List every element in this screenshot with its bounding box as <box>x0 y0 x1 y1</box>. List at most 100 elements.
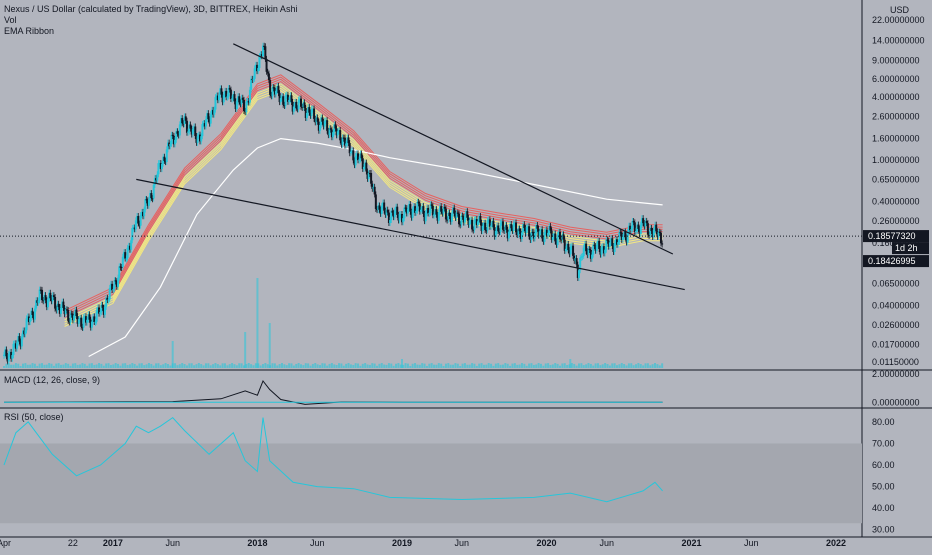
candle-body <box>300 98 303 107</box>
candle-body <box>83 316 86 318</box>
volume-bar <box>314 363 317 368</box>
candle-body <box>466 211 469 218</box>
volume-bar <box>566 365 569 368</box>
candle-body <box>374 194 377 209</box>
candle-body <box>481 225 484 232</box>
candle-body <box>561 234 564 240</box>
volume-bar <box>428 363 431 368</box>
volume-bar <box>244 332 247 368</box>
candle-body <box>291 101 294 112</box>
candle-body <box>592 244 595 255</box>
candle-body <box>324 120 327 122</box>
candle-body <box>163 156 166 161</box>
volume-bar <box>221 363 224 368</box>
volume-bar <box>119 365 122 368</box>
volume-bar <box>71 363 74 368</box>
candle-body <box>69 313 72 323</box>
candle-body <box>341 137 344 145</box>
candle-body <box>33 308 36 320</box>
candle-body <box>616 239 619 245</box>
candle-body <box>199 134 202 142</box>
volume-bar <box>169 365 172 368</box>
candle-body <box>469 219 472 221</box>
candle-body <box>18 336 21 342</box>
candle-body <box>151 198 154 200</box>
candle-body <box>8 351 11 355</box>
trendline <box>233 43 674 255</box>
candle-body <box>573 255 576 261</box>
candle-body <box>518 228 521 232</box>
rsi-pane-label[interactable]: RSI (50, close) <box>4 412 64 422</box>
volume-bar <box>138 363 141 368</box>
volume-bar <box>442 365 445 368</box>
volume-bar <box>604 363 607 368</box>
price-tick-label: 14.00000000 <box>872 35 925 45</box>
volume-bar <box>164 363 167 368</box>
candle-body <box>349 151 352 154</box>
vol-indicator-label[interactable]: Vol <box>4 15 17 25</box>
candle-body <box>415 210 418 213</box>
candle-body <box>640 218 643 225</box>
volume-bar <box>482 364 485 368</box>
volume-bar <box>290 363 293 368</box>
candle-body <box>46 299 49 308</box>
candle-body <box>631 221 634 230</box>
candle-body <box>280 96 283 99</box>
candle-body <box>238 96 241 103</box>
candle-body <box>485 230 488 232</box>
candle-body <box>549 225 552 231</box>
candle-body <box>105 297 108 307</box>
candle-body <box>138 223 141 226</box>
candle-body <box>414 206 417 213</box>
candle-body <box>282 96 285 105</box>
volume-bar <box>364 363 367 368</box>
price-tick-label: 0.01150000 <box>872 357 919 367</box>
candle-body <box>366 171 369 179</box>
candle-body <box>354 155 357 166</box>
candle-body <box>335 128 338 136</box>
candle-body <box>60 307 63 314</box>
candle-body <box>204 119 207 127</box>
volume-bar <box>357 363 360 368</box>
candle-body <box>178 124 181 136</box>
candle-body <box>219 88 222 95</box>
time-tick-label: 2019 <box>392 538 412 548</box>
macd-pane-label[interactable]: MACD (12, 26, close, 9) <box>4 375 101 385</box>
candle-body <box>159 163 162 170</box>
volume-bar <box>520 363 523 368</box>
candle-body <box>177 133 180 136</box>
candle-body <box>358 159 361 161</box>
candle-body <box>453 207 456 214</box>
candle-body <box>594 246 597 251</box>
candle-body <box>321 117 324 122</box>
candle-body <box>206 113 209 120</box>
candle-body <box>141 211 144 217</box>
candle-body <box>38 289 41 301</box>
candle-body <box>152 184 155 199</box>
volume-bar <box>623 364 626 368</box>
candle-body <box>30 310 33 318</box>
price-tick-label: 1.00000000 <box>872 155 920 165</box>
volume-bar <box>155 363 158 368</box>
volume-bar <box>178 364 181 368</box>
candle-body <box>107 299 110 301</box>
candle-body <box>65 309 68 311</box>
symbol-title[interactable]: Nexus / US Dollar (calculated by Trading… <box>4 4 298 14</box>
volume-bar <box>492 365 495 368</box>
candle-body <box>633 222 636 232</box>
volume-bar <box>261 364 264 368</box>
candle-body <box>213 109 216 115</box>
volume-bar <box>425 365 428 368</box>
time-tick-label: Jun <box>310 538 325 548</box>
candle-body <box>510 224 513 229</box>
candle-body <box>109 283 112 289</box>
candle-body <box>372 186 375 189</box>
ema-ribbon-label[interactable]: EMA Ribbon <box>4 26 55 36</box>
volume-bar <box>504 363 507 368</box>
candle-body <box>180 118 183 125</box>
volume-bar <box>608 365 611 368</box>
candle-body <box>333 124 336 133</box>
rsi-tick-label: 50.00 <box>872 482 895 492</box>
volume-bar <box>599 365 602 368</box>
candle-body <box>67 309 70 321</box>
